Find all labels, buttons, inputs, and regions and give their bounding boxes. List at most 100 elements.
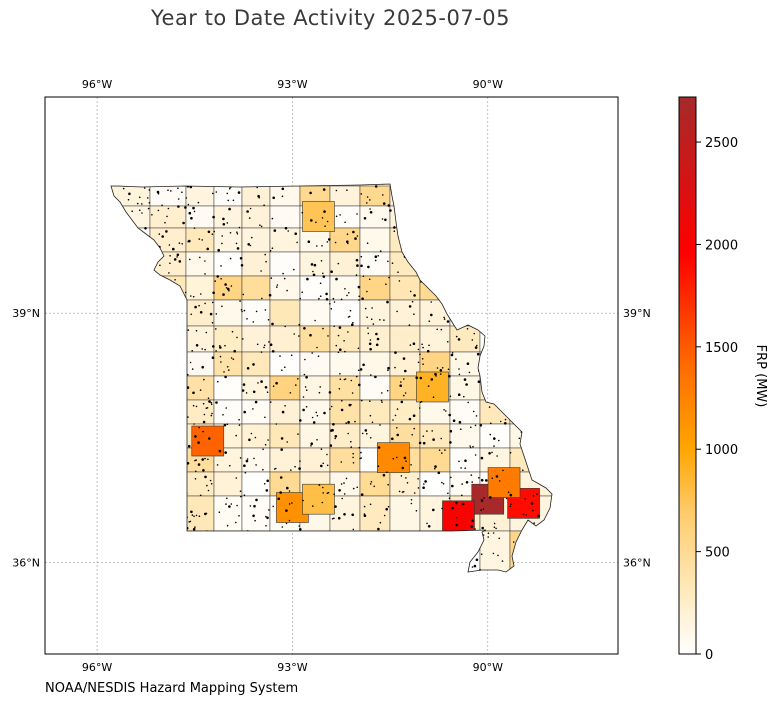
fire-detection-point xyxy=(462,236,466,240)
fire-detection-point xyxy=(410,464,412,466)
fire-detection-point xyxy=(183,461,187,464)
fire-detection-point xyxy=(461,494,463,497)
fire-detection-point xyxy=(386,389,389,392)
fire-detection-point xyxy=(193,515,195,518)
fire-detection-point xyxy=(462,538,465,540)
fire-detection-point xyxy=(393,226,396,229)
county xyxy=(449,275,481,301)
county xyxy=(449,251,481,277)
fire-detection-point xyxy=(246,367,250,370)
fire-detection-point xyxy=(257,194,260,198)
fire-detection-point xyxy=(249,505,252,507)
fire-detection-point xyxy=(201,239,203,241)
fire-detection-point xyxy=(299,545,302,547)
fire-detection-point xyxy=(537,514,540,518)
fire-detection-point xyxy=(162,410,165,413)
fire-detection-point xyxy=(449,429,453,433)
fire-detection-point xyxy=(220,532,224,535)
fire-detection-point xyxy=(352,528,355,531)
fire-detection-point xyxy=(270,277,273,279)
fire-detection-point xyxy=(263,346,265,349)
fire-detection-point xyxy=(312,421,316,424)
fire-detection-point xyxy=(443,194,445,197)
fire-detection-point xyxy=(541,326,544,329)
fire-detection-point xyxy=(221,305,223,308)
fire-detection-point xyxy=(282,272,284,275)
fire-detection-point xyxy=(283,277,286,280)
county xyxy=(269,205,301,229)
fire-detection-point xyxy=(385,283,387,286)
county xyxy=(149,495,187,532)
fire-detection-point xyxy=(269,401,272,403)
fire-detection-point xyxy=(445,265,448,268)
fire-detection-point xyxy=(163,317,167,321)
fire-detection-point xyxy=(445,230,447,233)
fire-detection-point xyxy=(546,313,550,317)
fire-detection-point xyxy=(399,205,403,208)
fire-detection-point xyxy=(434,372,437,376)
fire-detection-point xyxy=(415,236,418,239)
county xyxy=(241,275,271,301)
fire-detection-point xyxy=(360,451,362,454)
fire-detection-point xyxy=(394,414,397,417)
fire-detection-point xyxy=(129,545,132,547)
fire-detection-point xyxy=(352,230,355,234)
fire-detection-point xyxy=(449,395,452,398)
missouri-border-line xyxy=(110,183,553,573)
fire-detection-point xyxy=(491,451,493,454)
fire-detection-point xyxy=(330,270,333,274)
fire-detection-point xyxy=(232,358,235,361)
fire-detection-point xyxy=(210,483,213,485)
county xyxy=(149,205,187,229)
county xyxy=(299,423,331,449)
fire-detection-point xyxy=(470,426,472,429)
county xyxy=(111,185,151,207)
fire-detection-point xyxy=(124,325,126,328)
fire-detection-point xyxy=(227,199,229,202)
fire-detection-point xyxy=(271,247,274,249)
fire-detection-point xyxy=(484,196,488,200)
fire-detection-point xyxy=(122,243,124,246)
fire-detection-point xyxy=(498,480,501,482)
fire-detection-point xyxy=(236,231,238,233)
fire-detection-point xyxy=(321,217,324,219)
fire-detection-point xyxy=(396,408,399,410)
fire-detection-point xyxy=(389,209,392,212)
fire-detection-point xyxy=(284,325,287,328)
fire-detection-point xyxy=(356,264,359,267)
fire-detection-point xyxy=(364,307,367,310)
fire-detection-point xyxy=(313,263,317,267)
fire-detection-point xyxy=(250,432,253,435)
fire-detection-point xyxy=(139,459,143,463)
fire-detection-point xyxy=(238,515,240,517)
county xyxy=(149,251,187,277)
fire-detection-point xyxy=(477,254,481,258)
fire-detection-point xyxy=(497,350,501,354)
fire-detection-point xyxy=(169,529,173,532)
fire-detection-point xyxy=(387,204,391,207)
fire-detection-point xyxy=(450,353,454,357)
fire-detection-point xyxy=(181,243,183,245)
fire-detection-point xyxy=(491,477,494,480)
fire-detection-point xyxy=(170,500,172,503)
fire-detection-point xyxy=(355,274,358,276)
fire-detection-point xyxy=(500,254,503,256)
fire-detection-point xyxy=(330,546,332,548)
fire-detection-point xyxy=(527,302,530,305)
fire-detection-point xyxy=(199,311,203,314)
fire-detection-point xyxy=(536,529,540,533)
fire-detection-point xyxy=(225,503,227,505)
fire-detection-point xyxy=(152,265,155,267)
fire-detection-point xyxy=(355,375,358,378)
fire-detection-point xyxy=(284,226,288,230)
fire-detection-point xyxy=(339,214,341,216)
colorbar-tick-label: 1000 xyxy=(705,443,738,458)
fire-detection-point xyxy=(493,437,496,440)
fire-detection-point xyxy=(286,289,288,292)
fire-detection-point xyxy=(147,197,149,199)
fire-detection-point xyxy=(310,263,314,266)
fire-detection-point xyxy=(357,347,360,350)
fire-detection-point xyxy=(493,194,495,196)
county xyxy=(185,299,215,327)
fire-detection-point xyxy=(122,187,125,190)
